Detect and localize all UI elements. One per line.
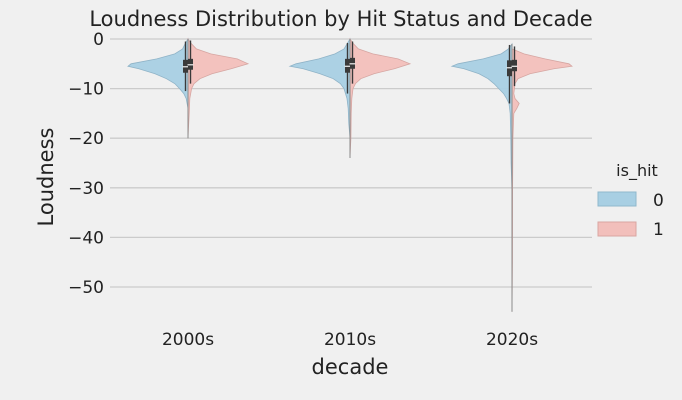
- violin-0-2020s: [450, 42, 513, 193]
- violin-0-2000s: [127, 37, 189, 109]
- legend: is_hit 0 1: [597, 161, 664, 240]
- y-tick-label: −50: [68, 278, 104, 298]
- chart-title: Loudness Distribution by Hit Status and …: [89, 7, 592, 31]
- y-tick-label: −30: [68, 179, 104, 199]
- y-tick-label: −20: [68, 129, 104, 149]
- y-axis-label: Loudness: [34, 128, 58, 227]
- x-tick-labels: 2000s 2010s 2020s: [162, 330, 538, 350]
- y-tick-label: −40: [68, 228, 104, 248]
- x-tick-label: 2010s: [324, 330, 376, 350]
- y-tick-label: 0: [93, 30, 104, 50]
- legend-swatch-1: [597, 221, 637, 237]
- box-iqr: [512, 59, 517, 72]
- violins: [127, 37, 573, 312]
- legend-swatch-0: [597, 191, 637, 207]
- legend-title: is_hit: [616, 161, 658, 181]
- legend-label-0: 0: [653, 191, 664, 211]
- y-tick-labels: 0 −10 −20 −30 −40 −50: [68, 30, 104, 298]
- x-tick-label: 2020s: [486, 330, 538, 350]
- legend-label-1: 1: [653, 220, 664, 240]
- y-tick-label: −10: [68, 80, 104, 100]
- violin-1-2020s: [511, 48, 573, 312]
- inner-boxes: [182, 40, 518, 104]
- x-tick-label: 2000s: [162, 330, 214, 350]
- violin-1-2010s: [349, 37, 412, 159]
- violin-0-2010s: [288, 37, 351, 139]
- x-axis-label: decade: [312, 355, 389, 379]
- violin-1-2000s: [187, 37, 250, 139]
